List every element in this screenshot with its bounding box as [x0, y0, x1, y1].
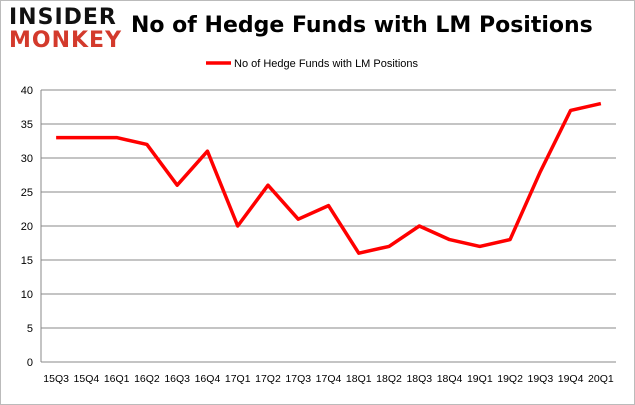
x-tick-label: 19Q4 — [558, 373, 584, 385]
x-tick-label: 15Q3 — [43, 373, 69, 385]
x-tick-label: 19Q3 — [527, 373, 553, 385]
insider-monkey-logo: INSIDER MONKEY — [9, 5, 123, 53]
x-tick-label: 16Q1 — [104, 373, 130, 385]
x-tick-label: 17Q4 — [316, 373, 342, 385]
x-tick-label: 20Q1 — [588, 373, 614, 385]
y-tick-label: 10 — [21, 289, 33, 301]
x-tick-label: 18Q3 — [406, 373, 432, 385]
x-tick-label: 18Q2 — [376, 373, 402, 385]
x-tick-label: 15Q4 — [74, 373, 100, 385]
x-tick-label: 18Q1 — [346, 373, 372, 385]
legend-label: No of Hedge Funds with LM Positions — [234, 58, 419, 70]
chart-title: No of Hedge Funds with LM Positions — [131, 13, 593, 38]
y-tick-label: 20 — [21, 221, 33, 233]
y-tick-label: 5 — [27, 323, 33, 335]
x-tick-label: 17Q1 — [225, 373, 251, 385]
y-tick-label: 0 — [27, 357, 33, 369]
x-tick-label: 17Q3 — [285, 373, 311, 385]
x-tick-label: 18Q4 — [437, 373, 463, 385]
y-tick-label: 40 — [21, 85, 33, 97]
y-tick-label: 35 — [21, 119, 33, 131]
logo-line1: INSIDER — [9, 5, 117, 30]
x-tick-label: 16Q2 — [134, 373, 160, 385]
x-tick-label: 16Q4 — [195, 373, 221, 385]
x-tick-label: 16Q3 — [164, 373, 190, 385]
x-tick-label: 19Q2 — [497, 373, 523, 385]
y-tick-label: 25 — [21, 187, 33, 199]
y-tick-label: 30 — [21, 153, 33, 165]
x-tick-label: 17Q2 — [255, 373, 281, 385]
series-line — [56, 101, 602, 255]
logo-line2: MONKEY — [9, 28, 123, 53]
x-tick-label: 19Q1 — [467, 373, 493, 385]
y-tick-label: 15 — [21, 255, 33, 267]
